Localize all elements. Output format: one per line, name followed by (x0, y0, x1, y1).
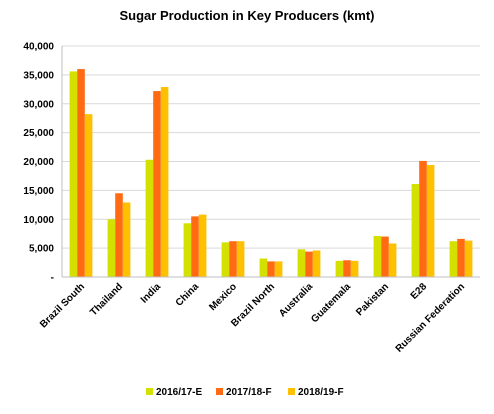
bar (69, 71, 78, 277)
bar (381, 236, 389, 277)
legend: 2016/17-E 2017/18-F 2018/19-F (146, 387, 344, 398)
y-tick-label: 40,000 (23, 42, 54, 53)
y-tick-label: 30,000 (23, 99, 54, 110)
x-tick-label: E28 (409, 281, 430, 302)
bar (107, 219, 116, 277)
bar (236, 241, 245, 277)
x-tick-label: Mexico (207, 281, 239, 313)
legend-swatch (146, 388, 153, 395)
legend-label: 2018/19-F (298, 387, 344, 398)
y-tick-label: 10,000 (23, 215, 54, 226)
legend-label: 2017/18-F (226, 387, 272, 398)
bar (84, 114, 93, 278)
bar (411, 184, 420, 277)
bar (122, 202, 131, 277)
bar (259, 258, 268, 277)
x-tick-label: India (139, 281, 164, 306)
bar (350, 260, 359, 277)
x-tick-label: Guatemala (309, 281, 353, 325)
bar (229, 241, 237, 277)
bar (426, 164, 435, 277)
y-tick-label: - (51, 273, 54, 284)
bar (160, 87, 169, 277)
x-tick-label: Pakistan (354, 281, 391, 318)
bar (388, 243, 397, 277)
bar (373, 235, 382, 277)
bar (297, 249, 306, 277)
bar (77, 69, 85, 277)
bar (312, 250, 321, 277)
y-tick-label: 5,000 (29, 244, 54, 255)
y-tick-label: 15,000 (23, 186, 54, 197)
x-tick-label: Russian Federation (394, 281, 467, 354)
y-tick-label: 20,000 (23, 157, 54, 168)
gridlines (62, 45, 480, 249)
y-tick-label: 25,000 (23, 128, 54, 139)
bar (145, 159, 154, 277)
bar (305, 251, 313, 277)
legend-swatch (216, 388, 223, 395)
legend-swatch (288, 388, 295, 395)
bar (464, 240, 473, 277)
bars (69, 69, 473, 278)
bar (183, 223, 192, 277)
legend-label: 2016/17-E (156, 387, 202, 398)
y-tick-label: 35,000 (23, 70, 54, 81)
bar (419, 160, 427, 277)
bar (457, 238, 465, 277)
bar (198, 214, 207, 277)
bar (191, 216, 199, 277)
x-tick-label: Brazil South (38, 281, 87, 330)
x-tick-label: Australia (277, 281, 315, 319)
x-tick-label: China (174, 281, 202, 309)
bar (153, 91, 161, 277)
bar (335, 260, 344, 277)
x-tick-label: Thailand (88, 281, 125, 318)
bar (221, 242, 230, 277)
bar (115, 193, 123, 277)
bar (274, 261, 283, 277)
bar (343, 260, 351, 277)
chart-title: Sugar Production in Key Producers (kmt) (120, 8, 375, 23)
bar (267, 261, 275, 277)
bar (449, 241, 458, 277)
